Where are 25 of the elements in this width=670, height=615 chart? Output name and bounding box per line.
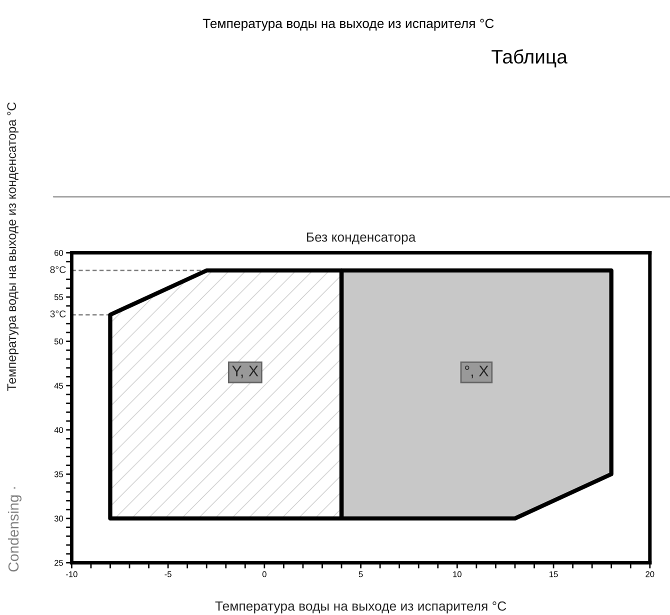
y-tick-label: 50: [54, 338, 64, 344]
annotation: °, X: [464, 366, 489, 378]
x-axis-title: Температура воды на выходе из испарителя °C: [215, 601, 506, 614]
ref-line-label: 8°C: [50, 266, 66, 274]
chart-title: Без конденсатора: [306, 232, 416, 244]
x-tick-label: 15: [550, 571, 558, 578]
ref-line-label: 3°C: [50, 310, 66, 318]
y-tick-label: 55: [54, 294, 64, 300]
y-tick-label: 35: [54, 471, 64, 478]
x-tick-label: 5: [358, 571, 363, 578]
text: Condensing ·: [8, 487, 22, 572]
text: Температура воды на выходе из испарителя °C: [202, 18, 494, 31]
x-tick-label: 20: [646, 571, 654, 578]
y-tick-label: 40: [54, 427, 64, 433]
x-tick-label: -5: [164, 571, 172, 578]
x-tick-label: 10: [453, 571, 462, 578]
y-tick-label: 25: [54, 560, 64, 566]
y-axis-title: Температура воды на выходе из конденсатора °C: [7, 102, 18, 391]
annotation: Y, X: [232, 366, 258, 378]
y-tick-label: 30: [54, 516, 64, 522]
y-tick-label: 45: [54, 382, 64, 389]
x-tick-label: 0: [262, 571, 266, 578]
y-tick-label: 60: [54, 250, 64, 256]
text: Таблица: [492, 49, 568, 68]
x-tick-label: -10: [66, 571, 78, 578]
